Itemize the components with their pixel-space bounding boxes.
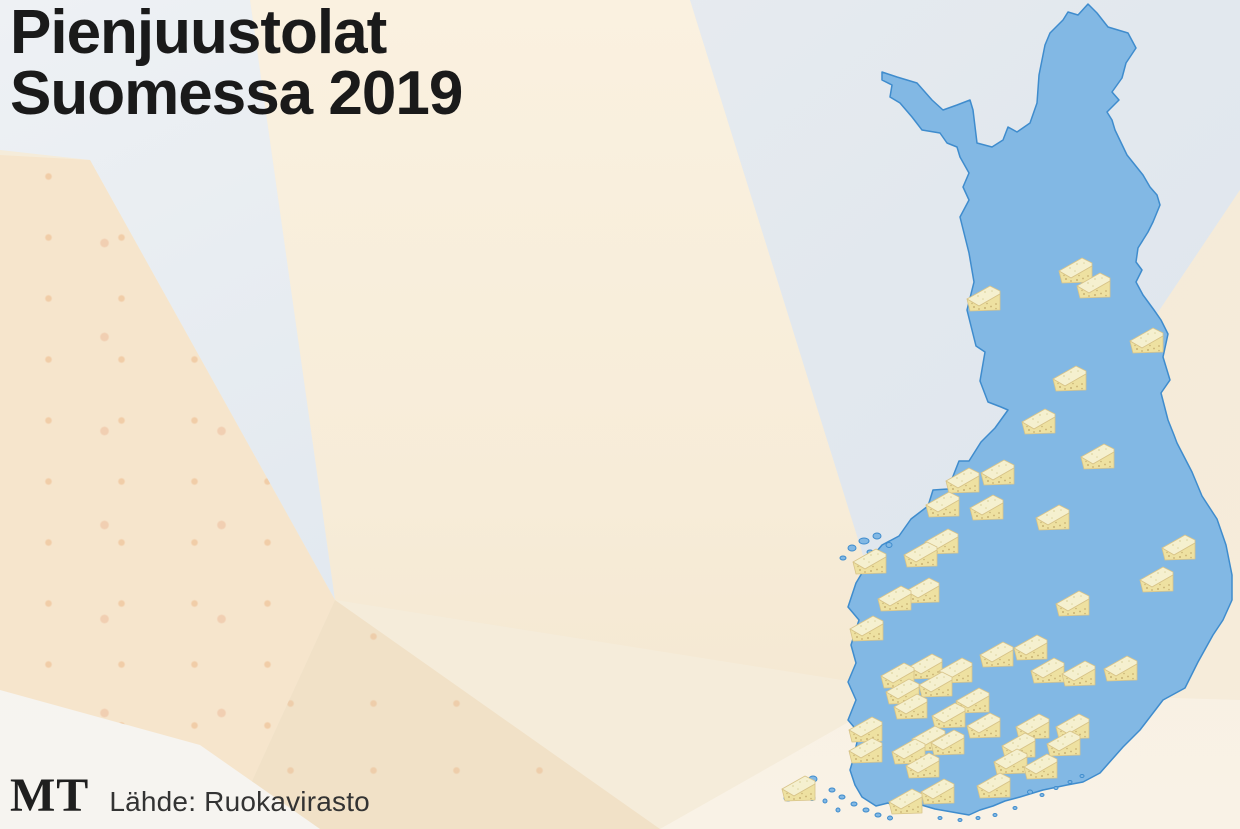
finland-landmass bbox=[847, 3, 1233, 816]
footer: MT Lähde: Ruokavirasto bbox=[10, 768, 370, 823]
finland-map bbox=[781, 3, 1233, 822]
cheese-marker bbox=[849, 615, 884, 642]
mt-logo: MT bbox=[10, 769, 90, 822]
title-line-2: Suomessa 2019 bbox=[10, 59, 463, 128]
page-title: Pienjuustolat Suomessa 2019 bbox=[10, 0, 463, 128]
cheese-marker bbox=[852, 548, 887, 575]
cheese-marker bbox=[781, 775, 816, 802]
source-label: Lähde: Ruokavirasto bbox=[109, 786, 370, 817]
title-line-1: Pienjuustolat bbox=[10, 0, 387, 67]
cheese-marker bbox=[945, 467, 980, 494]
